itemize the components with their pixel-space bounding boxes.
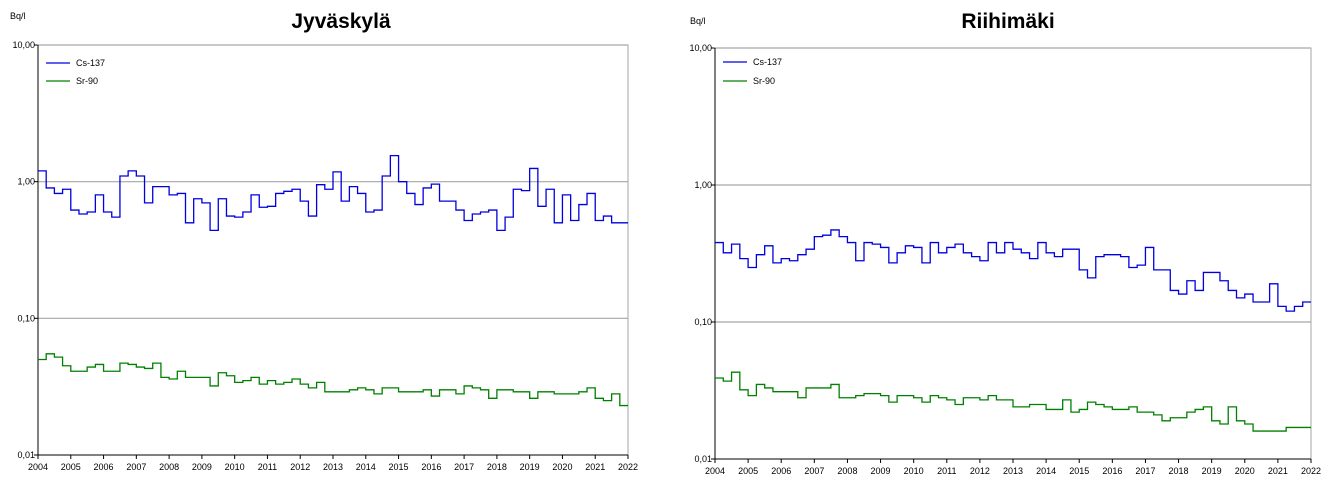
x-tick-label: 2021	[585, 462, 605, 472]
y-tick-label: 1,00	[694, 180, 712, 190]
x-tick-label: 2022	[1301, 466, 1321, 476]
x-tick-label: 2017	[1135, 466, 1155, 476]
x-tick-label: 2010	[904, 466, 924, 476]
x-tick-label: 2018	[1169, 466, 1189, 476]
x-tick-label: 2008	[837, 466, 857, 476]
x-tick-label: 2014	[356, 462, 376, 472]
chart-title: Riihimäki	[961, 10, 1054, 33]
x-tick-label: 2015	[389, 462, 409, 472]
x-tick-label: 2005	[61, 462, 81, 472]
legend-label-cs-137: Cs-137	[753, 57, 782, 67]
x-tick-label: 2014	[1036, 466, 1056, 476]
y-tick-label: 0,10	[694, 317, 712, 327]
chart-jyvaskyla: Jyväskylä Bq/l 0,01 0,10 1,00 10,00 2004 2005 20…	[10, 10, 638, 472]
series-line-cs-137	[715, 229, 1311, 312]
x-tick-label: 2016	[1102, 466, 1122, 476]
x-tick-label: 2016	[421, 462, 441, 472]
x-tick-label: 2010	[225, 462, 245, 472]
x-tick-label: 2018	[487, 462, 507, 472]
chart-title: Jyväskylä	[291, 10, 391, 33]
x-tick-label: 2011	[937, 466, 956, 476]
y-tick-label: 0,01	[17, 450, 35, 460]
x-tick-label: 2007	[804, 466, 824, 476]
x-tick-label: 2006	[94, 462, 114, 472]
x-tick-label: 2022	[618, 462, 638, 472]
y-tick-label: 10,00	[689, 43, 712, 53]
x-tick-label: 2019	[520, 462, 540, 472]
x-tick-label: 2012	[290, 462, 310, 472]
x-tick-label: 2012	[970, 466, 990, 476]
legend-label-sr-90: Sr-90	[76, 76, 98, 86]
series-line-cs-137	[38, 155, 628, 232]
legend-label-cs-137: Cs-137	[76, 58, 105, 68]
x-tick-label: 2006	[771, 466, 791, 476]
x-tick-label: 2019	[1202, 466, 1222, 476]
x-tick-label: 2020	[1235, 466, 1255, 476]
x-tick-label: 2008	[159, 462, 179, 472]
x-tick-label: 2009	[871, 466, 891, 476]
x-tick-label: 2015	[1069, 466, 1089, 476]
x-tick-label: 2017	[454, 462, 474, 472]
y-axis-unit-label: Bq/l	[690, 16, 706, 26]
x-tick-label: 2013	[323, 462, 343, 472]
x-tick-label: 2013	[1003, 466, 1023, 476]
x-tick-label: 2004	[28, 462, 48, 472]
y-tick-label: 1,00	[17, 177, 35, 187]
x-tick-label: 2007	[126, 462, 146, 472]
y-tick-label: 10,00	[12, 40, 35, 50]
series-line-sr-90	[715, 371, 1311, 432]
plot-area	[37, 44, 629, 456]
x-tick-label: 2021	[1268, 466, 1288, 476]
x-tick-label: 2020	[552, 462, 572, 472]
y-tick-label: 0,10	[17, 313, 35, 323]
x-tick-label: 2009	[192, 462, 212, 472]
x-tick-label: 2011	[258, 462, 277, 472]
series-line-sr-90	[38, 353, 628, 407]
x-tick-label: 2005	[738, 466, 758, 476]
chart-riihimaki: Riihimäki Bq/l 0,01 0,10 1,00 10,00 2004 2005 20…	[689, 10, 1321, 476]
x-tick-label: 2004	[705, 466, 725, 476]
y-axis-unit-label: Bq/l	[10, 11, 26, 21]
y-tick-label: 0,01	[694, 454, 712, 464]
legend-label-sr-90: Sr-90	[753, 76, 775, 86]
